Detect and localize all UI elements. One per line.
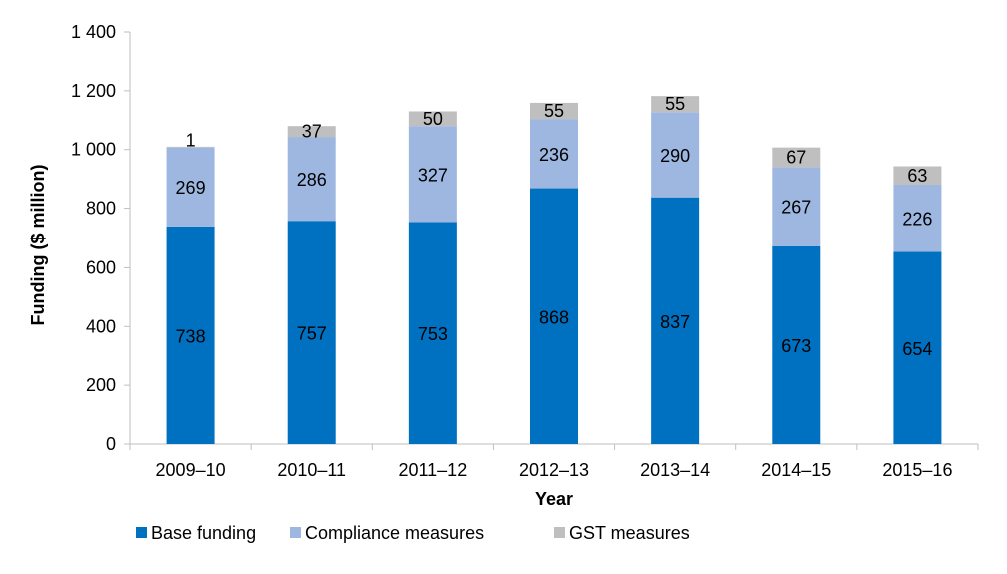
x-tick-label: 2013–14 <box>640 460 710 480</box>
data-label-compliance-measures: 290 <box>660 146 690 166</box>
x-axis: 2009–10 2010–11 2011–12 2012–13 2013–14 2014–… <box>130 444 978 480</box>
legend-swatch-gst-measures <box>554 527 565 538</box>
data-label-compliance-measures: 226 <box>902 209 932 229</box>
legend-label-gst-measures: GST measures <box>569 523 690 543</box>
y-tick-label: 1 400 <box>71 22 116 42</box>
data-label-base-funding: 837 <box>660 312 690 332</box>
x-tick-label: 2015–16 <box>882 460 952 480</box>
data-label-gst-measures: 67 <box>786 148 806 168</box>
x-axis-title: Year <box>535 489 573 509</box>
data-label-base-funding: 673 <box>781 336 811 356</box>
x-tick-label: 2009–10 <box>156 460 226 480</box>
data-label-compliance-measures: 327 <box>418 165 448 185</box>
data-label-compliance-measures: 269 <box>176 178 206 198</box>
y-axis: 0 200 400 600 800 1 000 1 200 1 400 <box>71 22 130 454</box>
legend: Base funding Compliance measures GST measu… <box>136 523 690 543</box>
data-label-gst-measures: 63 <box>907 166 927 186</box>
data-label-compliance-measures: 286 <box>297 170 327 190</box>
data-label-gst-measures: 1 <box>186 130 196 150</box>
data-label-base-funding: 868 <box>539 307 569 327</box>
data-label-gst-measures: 50 <box>423 109 443 129</box>
legend-swatch-compliance-measures <box>290 527 301 538</box>
x-tick-label: 2014–15 <box>761 460 831 480</box>
data-label-gst-measures: 55 <box>665 94 685 114</box>
y-tick-label: 1 000 <box>71 140 116 160</box>
y-tick-label: 1 200 <box>71 81 116 101</box>
y-axis-title: Funding ($ million) <box>28 165 48 326</box>
y-tick-label: 800 <box>86 199 116 219</box>
y-tick-label: 0 <box>106 434 116 454</box>
legend-label-compliance-measures: Compliance measures <box>305 523 484 543</box>
data-label-compliance-measures: 267 <box>781 198 811 218</box>
legend-swatch-base-funding <box>136 527 147 538</box>
data-label-base-funding: 738 <box>176 326 206 346</box>
y-tick-label: 200 <box>86 375 116 395</box>
data-label-gst-measures: 55 <box>544 101 564 121</box>
data-label-base-funding: 757 <box>297 324 327 344</box>
x-tick-label: 2010–11 <box>277 460 346 480</box>
data-label-compliance-measures: 236 <box>539 145 569 165</box>
chart: 0 200 400 600 800 1 000 1 200 1 400 2009–10 2010… <box>0 0 1007 574</box>
legend-label-base-funding: Base funding <box>151 523 256 543</box>
data-label-base-funding: 753 <box>418 324 448 344</box>
x-tick-label: 2012–13 <box>519 460 589 480</box>
data-label-gst-measures: 37 <box>302 122 322 142</box>
y-tick-label: 600 <box>86 257 116 277</box>
y-tick-label: 400 <box>86 316 116 336</box>
stacked-bar-chart: 0 200 400 600 800 1 000 1 200 1 400 2009–10 2010… <box>0 0 1007 574</box>
data-label-base-funding: 654 <box>902 339 932 359</box>
x-tick-label: 2011–12 <box>398 460 467 480</box>
